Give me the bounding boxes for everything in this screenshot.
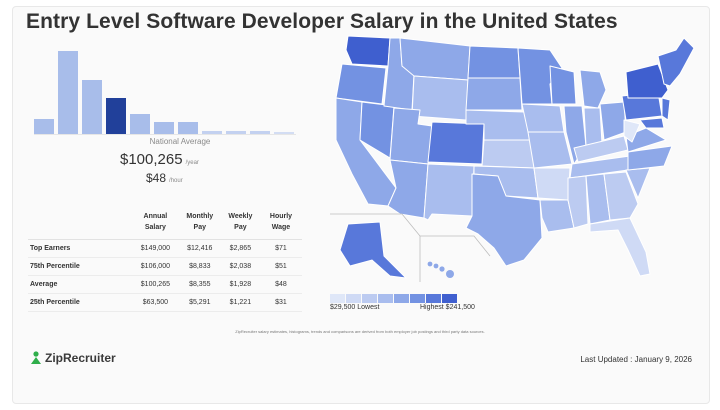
legend-swatch (362, 294, 377, 303)
state-maryland (639, 117, 665, 129)
histogram-bar (106, 98, 126, 134)
hourly-cell: $31 (259, 293, 302, 312)
state-oregon (335, 63, 387, 105)
state-north-dakota (467, 45, 521, 79)
table-header-monthly: Monthly Pay (178, 208, 221, 240)
state-georgia (603, 171, 639, 221)
yearly-unit: /year (185, 160, 199, 166)
row-label: Top Earners (28, 239, 132, 258)
state-florida (589, 217, 651, 277)
monthly-cell: $8,833 (178, 257, 221, 276)
salary-table: Annual Salary Monthly Pay Weekly Pay Hou… (28, 208, 302, 312)
last-updated: Last Updated : January 9, 2026 (580, 355, 692, 364)
annual-cell: $106,000 (132, 257, 179, 276)
state-new-jersey (661, 97, 671, 121)
histogram-bar (82, 80, 102, 134)
ziprecruiter-icon (31, 351, 41, 364)
weekly-cell: $2,038 (220, 257, 260, 276)
state-wyoming (411, 75, 469, 121)
annual-cell: $149,000 (132, 239, 179, 258)
national-average-label: National Average (149, 137, 211, 146)
state-alaska (339, 221, 408, 279)
state-kansas (481, 139, 535, 169)
state-arkansas (533, 167, 571, 201)
monthly-cell: $5,291 (178, 293, 221, 312)
map-legend (330, 290, 458, 308)
table-row: Top Earners $149,000 $12,416 $2,865 $71 (28, 239, 302, 258)
row-label: Average (28, 275, 132, 294)
hourly-cell: $48 (259, 275, 302, 294)
hourly-value: $48 (146, 171, 167, 185)
histogram-bar (58, 51, 78, 134)
table-header-empty (28, 208, 132, 240)
state-south-dakota (465, 77, 523, 111)
legend-swatch (394, 294, 409, 303)
national-average-yearly: $100,265/year (120, 151, 199, 168)
legend-swatch (426, 294, 441, 303)
legend-high-label: Highest $241,500 (420, 304, 475, 311)
state-missouri (527, 131, 573, 169)
page-title: Entry Level Software Developer Salary in… (26, 10, 618, 33)
histogram-bar (226, 131, 246, 134)
histogram-bar (178, 122, 198, 134)
annual-cell: $100,265 (132, 275, 179, 294)
histogram-bar (202, 131, 222, 134)
weekly-cell: $2,865 (220, 239, 260, 258)
state-wisconsin (549, 65, 577, 105)
ziprecruiter-logo[interactable]: ZipRecruiter (30, 351, 116, 365)
legend-swatch (378, 294, 393, 303)
yearly-value: $100,265 (120, 151, 183, 168)
brand-name: ZipRecruiter (45, 351, 116, 365)
histogram-bar (274, 132, 294, 134)
histogram-baseline (34, 134, 296, 135)
state-washington (345, 35, 391, 67)
state-colorado (427, 121, 485, 165)
weekly-cell: $1,221 (220, 293, 260, 312)
table-header-row: Annual Salary Monthly Pay Weekly Pay Hou… (28, 208, 302, 240)
state-west-virginia (623, 119, 641, 143)
salary-histogram (34, 48, 296, 134)
state-louisiana (539, 199, 575, 233)
monthly-cell: $12,416 (178, 239, 221, 258)
table-row: Average $100,265 $8,355 $1,928 $48 (28, 275, 302, 294)
histogram-bar (34, 119, 54, 134)
state-hawaii (427, 261, 454, 278)
legend-swatch (410, 294, 425, 303)
row-label: 25th Percentile (28, 293, 132, 312)
national-average-hourly: $48/hour (146, 171, 183, 185)
state-texas (465, 173, 543, 267)
table-header-weekly: Weekly Pay (220, 208, 260, 240)
legend-swatch (346, 294, 361, 303)
legend-low-label: $29,500 Lowest (330, 304, 380, 311)
us-salary-map (330, 35, 695, 282)
state-new-england (657, 37, 695, 87)
inset-divider (330, 213, 491, 282)
table-row: 25th Percentile $63,500 $5,291 $1,221 $3… (28, 293, 302, 312)
monthly-cell: $8,355 (178, 275, 221, 294)
table-header-annual: Annual Salary (132, 208, 179, 240)
histogram-bar (250, 131, 270, 134)
state-montana (399, 37, 471, 81)
state-ohio (599, 101, 627, 141)
state-mississippi (567, 175, 589, 229)
state-new-mexico (423, 163, 475, 221)
state-north-carolina (627, 145, 673, 171)
row-label: 75th Percentile (28, 257, 132, 276)
hourly-unit: /hour (169, 178, 183, 184)
legend-swatch (442, 294, 457, 303)
state-iowa (521, 103, 565, 133)
hourly-cell: $71 (259, 239, 302, 258)
data-source-footnote: ZipRecruiter salary estimates, histogram… (235, 329, 485, 334)
hourly-cell: $51 (259, 257, 302, 276)
table-row: 75th Percentile $106,000 $8,833 $2,038 $… (28, 257, 302, 276)
annual-cell: $63,500 (132, 293, 179, 312)
table-header-hourly: Hourly Wage (259, 208, 302, 240)
legend-swatch (330, 294, 345, 303)
state-michigan (579, 69, 607, 109)
weekly-cell: $1,928 (220, 275, 260, 294)
state-indiana (583, 107, 603, 147)
histogram-bar (154, 122, 174, 134)
histogram-bar (130, 114, 150, 134)
state-new-york (625, 63, 669, 99)
